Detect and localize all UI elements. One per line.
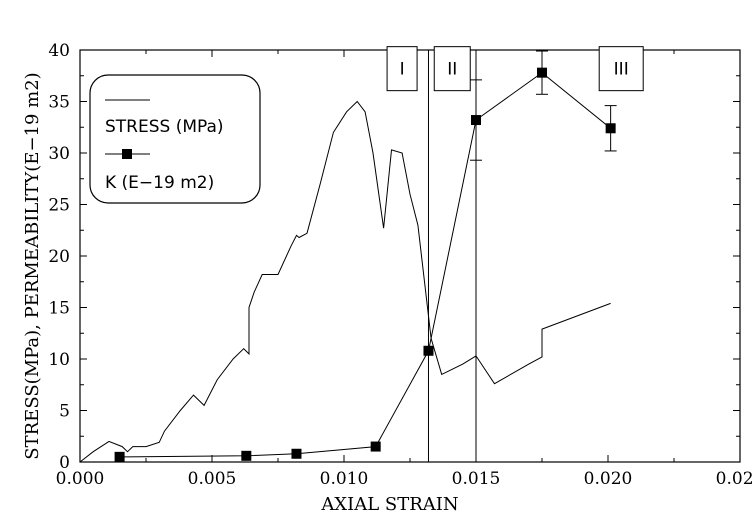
permeability-marker <box>241 450 252 461</box>
permeability-marker <box>471 115 481 126</box>
legend-stress-label: STRESS (MPa) <box>105 117 224 137</box>
x-tick-label: 0.020 <box>584 469 633 489</box>
permeability-marker <box>537 67 547 78</box>
legend-k-label: K (E−19 m2) <box>105 173 214 193</box>
y-tick-label: 40 <box>48 41 70 61</box>
y-tick-label: 20 <box>48 247 70 267</box>
region-label: II <box>447 60 457 80</box>
region-label-box <box>598 46 644 92</box>
region-label: I <box>400 60 405 80</box>
permeability-marker <box>114 451 125 462</box>
y-tick-label: 5 <box>59 402 70 422</box>
x-tick-label: 0.005 <box>188 469 237 489</box>
x-tick-label: 0.015 <box>452 469 501 489</box>
x-axis-title: AXIAL STRAIN <box>320 494 458 515</box>
region-label-box <box>433 46 471 92</box>
legend-box <box>89 74 261 204</box>
permeability-marker <box>423 345 434 356</box>
y-tick-label: 0 <box>59 453 70 473</box>
legend-k-marker <box>122 149 132 159</box>
y-tick-label: 15 <box>48 299 70 319</box>
x-tick-label: 0.000 <box>56 469 105 489</box>
permeability-marker <box>605 123 616 134</box>
y-tick-label: 25 <box>48 196 70 216</box>
permeability-line <box>119 72 611 458</box>
permeability-marker <box>370 441 381 452</box>
permeability-marker <box>291 448 302 459</box>
y-tick-label: 35 <box>48 93 70 113</box>
stress-line <box>79 100 611 463</box>
y-axis-title: STRESS(MPa), PERMEABILITY(E−19 m2) <box>22 72 43 459</box>
x-tick-label: 0.025 <box>716 469 752 489</box>
y-tick-label: 30 <box>48 144 70 164</box>
region-label: III <box>614 60 629 80</box>
x-tick-label: 0.010 <box>320 469 369 489</box>
region-label-box <box>386 46 418 92</box>
y-tick-label: 10 <box>48 350 70 370</box>
